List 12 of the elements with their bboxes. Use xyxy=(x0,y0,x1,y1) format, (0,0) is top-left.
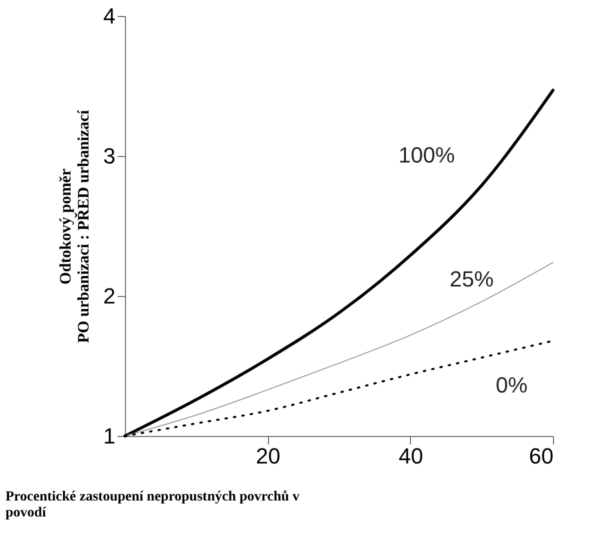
series-label: 25% xyxy=(450,266,494,292)
y-tick-label: 4 xyxy=(103,4,116,28)
x-axis-title: Procentické zastoupení nepropustných povrchů v povodí xyxy=(6,490,300,520)
y-tick-label: 3 xyxy=(103,144,116,168)
x-tick-label: 20 xyxy=(256,444,280,468)
y-tick-label: 1 xyxy=(103,424,116,448)
series-label: 0% xyxy=(496,372,528,398)
series-label: 100% xyxy=(398,142,455,168)
x-tick-label: 60 xyxy=(529,444,554,468)
x-tick-label: 40 xyxy=(398,444,424,468)
y-tick-label: 2 xyxy=(103,284,116,308)
y-axis-title: Odtokový poměr PO urbanizaci : PŘED urbanizací xyxy=(57,110,92,343)
